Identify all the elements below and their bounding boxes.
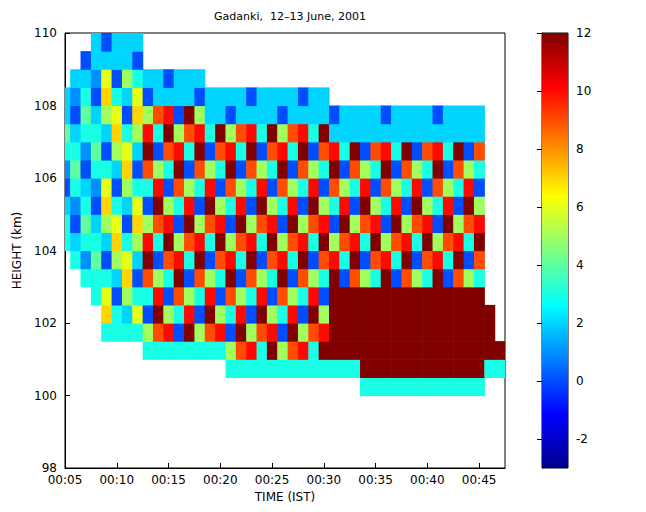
svg-text:2: 2	[576, 316, 584, 330]
svg-text:00:45: 00:45	[462, 473, 497, 487]
svg-text:00:25: 00:25	[255, 473, 290, 487]
svg-text:6: 6	[576, 200, 584, 214]
svg-text:00:10: 00:10	[99, 473, 134, 487]
svg-text:8: 8	[576, 142, 584, 156]
svg-text:104: 104	[34, 244, 57, 258]
svg-text:98: 98	[41, 461, 57, 475]
svg-text:00:35: 00:35	[358, 473, 393, 487]
svg-text:00:15: 00:15	[151, 473, 186, 487]
svg-text:106: 106	[34, 171, 57, 185]
svg-text:4: 4	[576, 258, 584, 272]
svg-text:-2: -2	[576, 432, 588, 446]
svg-text:100: 100	[34, 389, 57, 403]
svg-text:102: 102	[34, 316, 57, 330]
svg-text:HEIGHT (km): HEIGHT (km)	[10, 212, 24, 290]
svg-text:0: 0	[576, 374, 584, 388]
svg-text:Gadanki, 12–13 June, 2001: Gadanki, 12–13 June, 2001	[214, 10, 366, 23]
svg-text:00:20: 00:20	[203, 473, 238, 487]
svg-text:10: 10	[576, 84, 591, 98]
svg-text:00:30: 00:30	[307, 473, 342, 487]
svg-text:00:40: 00:40	[410, 473, 445, 487]
svg-text:12: 12	[576, 26, 591, 40]
svg-text:00:05: 00:05	[48, 473, 83, 487]
svg-text:108: 108	[34, 99, 57, 113]
svg-text:TIME (IST): TIME (IST)	[254, 490, 315, 504]
svg-text:110: 110	[34, 26, 57, 40]
